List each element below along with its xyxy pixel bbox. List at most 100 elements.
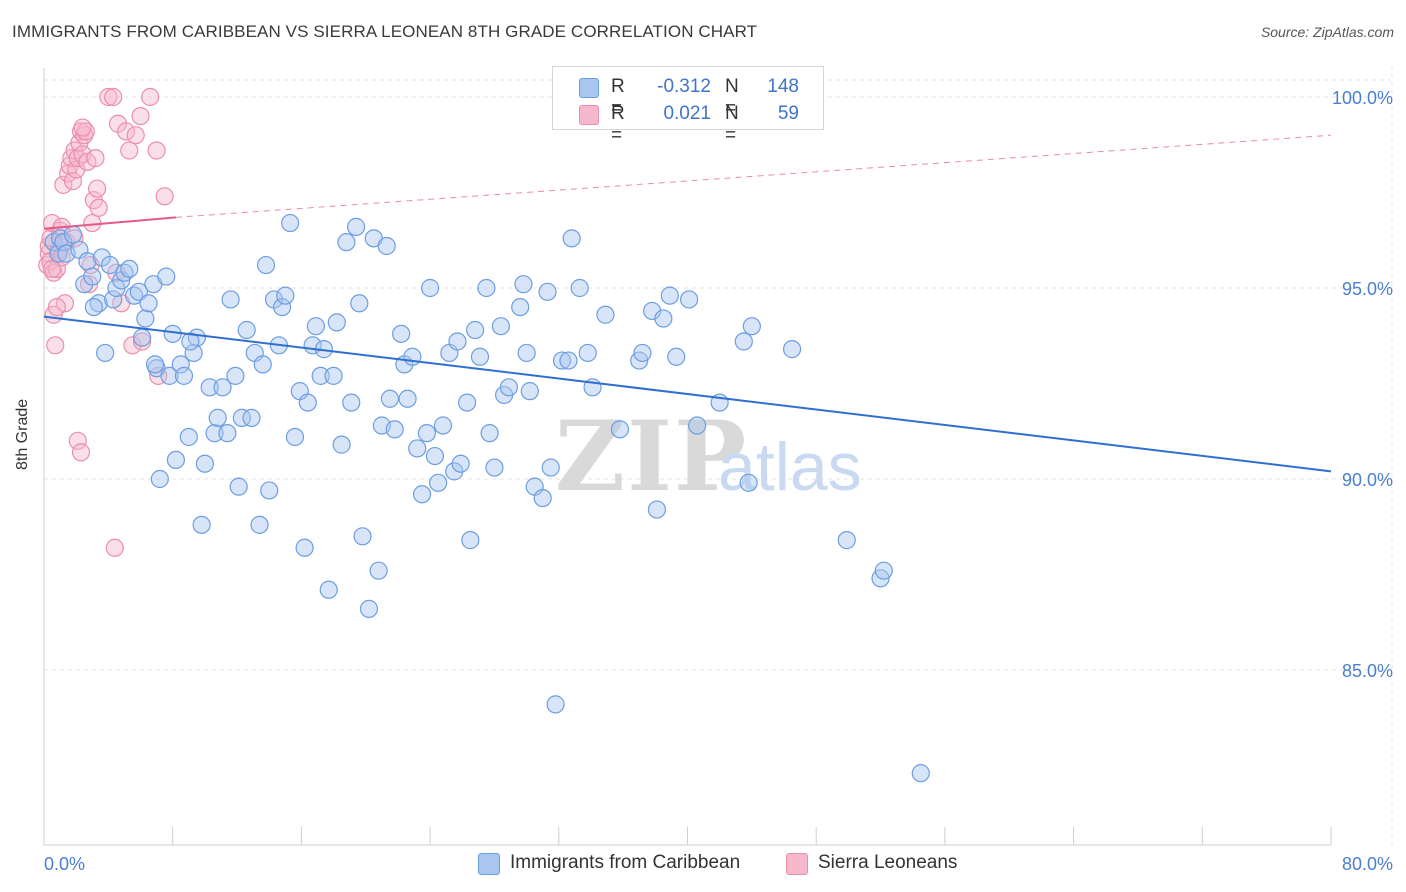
y-tick-label: 95.0% (1342, 279, 1393, 299)
data-point (562, 229, 581, 248)
data-point (680, 290, 699, 309)
data-point (380, 389, 399, 408)
data-point (538, 282, 557, 301)
sierra-leoneans-points (38, 87, 174, 557)
data-point (491, 317, 510, 336)
data-point (54, 175, 73, 194)
data-point (578, 343, 597, 363)
data-point (256, 255, 276, 275)
data-point (272, 298, 292, 317)
data-point (221, 290, 240, 309)
data-point (87, 179, 107, 198)
data-point (54, 233, 73, 252)
x-tick-label: 80.0% (1342, 854, 1393, 874)
data-point (285, 427, 305, 447)
data-point (86, 149, 105, 168)
data-point (466, 320, 485, 340)
watermark-atlas: atlas (718, 429, 862, 505)
data-point (412, 485, 432, 504)
data-point (837, 531, 856, 550)
data-point (445, 462, 464, 481)
data-point (213, 378, 232, 397)
data-point (133, 332, 152, 351)
grid-layer (44, 65, 1393, 845)
data-point (84, 298, 103, 317)
data-point (353, 527, 372, 546)
data-point (421, 278, 440, 298)
data-point (499, 378, 519, 397)
data-point (99, 87, 118, 107)
data-point (647, 500, 667, 519)
data-point (511, 298, 530, 317)
legend-r-value: -0.312 (657, 76, 711, 97)
data-point (150, 469, 169, 489)
data-point (346, 217, 366, 236)
data-point (403, 347, 422, 366)
trend-line-sierra-leoneans-extension (175, 134, 1332, 218)
data-point (192, 515, 211, 534)
data-point (734, 332, 753, 351)
data-point (520, 382, 539, 401)
bottom-legend-label: Sierra Leoneans (818, 852, 958, 873)
data-point (633, 343, 652, 363)
data-point (100, 255, 120, 275)
data-point (71, 443, 91, 462)
data-point (276, 286, 295, 305)
data-point (667, 347, 686, 366)
data-point (136, 309, 155, 328)
legend-n-value: 148 (767, 76, 799, 97)
data-point (160, 366, 179, 385)
data-point (104, 87, 123, 107)
data-point (171, 355, 190, 374)
data-point (281, 213, 300, 233)
data-point (68, 431, 87, 450)
data-point (133, 328, 152, 347)
data-point (200, 378, 219, 397)
data-point (337, 233, 356, 252)
data-point (237, 320, 256, 340)
data-point (298, 393, 317, 412)
legend-n-key: N = (725, 103, 739, 146)
data-point (359, 599, 379, 618)
legend-n-value: 59 (777, 103, 799, 124)
data-point (260, 481, 279, 500)
data-point (570, 278, 589, 298)
data-point (73, 118, 92, 137)
data-point (385, 420, 404, 439)
data-point (195, 454, 214, 473)
data-point (324, 366, 343, 385)
x-tick-label: 0.0% (44, 854, 85, 874)
caribbean-points (44, 87, 930, 783)
data-point (89, 198, 108, 217)
data-point (218, 424, 237, 443)
chart-title: IMMIGRANTS FROM CARIBBEAN VS SIERRA LEON… (12, 22, 758, 41)
data-point (448, 332, 467, 351)
data-point (174, 366, 194, 385)
data-point (63, 225, 83, 244)
data-point (559, 351, 578, 370)
data-point (242, 408, 261, 427)
data-point (408, 439, 427, 458)
y-tick-label: 85.0% (1342, 661, 1393, 681)
legend-r-value: 0.021 (663, 103, 711, 124)
y-axis-label: 8th Grade (14, 398, 31, 470)
data-point (229, 477, 248, 496)
data-point (166, 450, 186, 469)
data-point (552, 351, 572, 370)
data-point (139, 294, 158, 313)
data-point (477, 278, 496, 298)
data-point (83, 213, 102, 233)
data-point (654, 309, 673, 328)
data-point (610, 420, 630, 439)
data-point (392, 324, 411, 343)
data-point (480, 424, 499, 443)
data-point (874, 561, 893, 580)
data-point (47, 259, 66, 278)
data-point (458, 393, 477, 412)
data-point (332, 435, 351, 454)
data-point (47, 298, 66, 317)
data-point (533, 489, 552, 508)
data-point (181, 332, 200, 351)
data-point (141, 87, 160, 107)
